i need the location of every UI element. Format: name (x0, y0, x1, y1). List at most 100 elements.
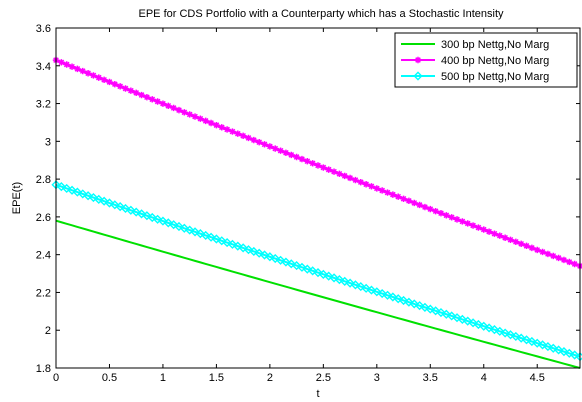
data-point (516, 333, 526, 343)
data-point (496, 232, 503, 239)
data-point (181, 109, 188, 116)
data-point (373, 185, 381, 192)
y-tick-label: 2 (45, 325, 51, 337)
data-point (528, 244, 536, 252)
data-point (153, 214, 163, 224)
data-point (330, 168, 338, 175)
data-point (233, 241, 243, 251)
data-point (511, 331, 521, 342)
data-point (127, 87, 135, 94)
data-point (453, 216, 461, 223)
data-point (464, 220, 471, 227)
data-point (548, 343, 558, 353)
data-point (288, 151, 295, 159)
data-point (265, 252, 275, 262)
data-point (507, 236, 514, 243)
data-point (185, 225, 195, 235)
data-point (159, 100, 167, 107)
data-point (366, 285, 377, 295)
data-point (539, 248, 546, 256)
data-point (523, 242, 530, 250)
series-2 (52, 56, 582, 270)
data-point (361, 283, 371, 293)
data-point (68, 63, 76, 70)
x-tick-label: 0 (53, 372, 59, 384)
data-point (131, 207, 141, 217)
data-point (334, 275, 344, 285)
data-point (384, 189, 391, 196)
data-point (218, 124, 225, 131)
y-tick-label: 3 (45, 136, 51, 148)
data-point (245, 134, 252, 142)
y-tick-label: 3.6 (36, 23, 51, 35)
data-point (304, 158, 311, 165)
legend-label: 500 bp Nettg,No Marg (441, 71, 549, 83)
data-point (79, 67, 86, 75)
data-point (122, 85, 129, 92)
data-point (357, 178, 364, 186)
y-tick-label: 2.2 (36, 287, 51, 299)
data-point (116, 83, 124, 90)
data-point (521, 335, 532, 345)
data-point (255, 138, 263, 146)
data-point (302, 264, 312, 274)
data-point (432, 207, 439, 215)
data-point (195, 229, 205, 239)
data-point (543, 341, 553, 352)
data-point (475, 224, 482, 231)
data-point (186, 111, 193, 118)
data-point (191, 113, 199, 120)
data-point (389, 191, 397, 198)
data-point (489, 325, 500, 335)
data-point (147, 212, 157, 223)
data-point (468, 318, 478, 328)
data-point (436, 307, 446, 318)
data-point (206, 232, 216, 242)
data-point (505, 330, 516, 340)
data-point (100, 76, 108, 84)
data-point (249, 246, 259, 257)
legend-marker (414, 56, 422, 64)
data-point (564, 348, 574, 358)
data-point (415, 301, 425, 311)
data-point (238, 243, 248, 253)
data-point (372, 287, 382, 297)
data-point (78, 189, 88, 199)
data-point (491, 230, 498, 237)
data-point (90, 72, 97, 79)
data-point (463, 316, 473, 326)
x-tick-label: 2 (267, 372, 273, 384)
data-point (95, 74, 102, 81)
y-tick-label: 1.8 (36, 363, 51, 375)
data-point (443, 212, 450, 219)
data-point (62, 183, 72, 194)
data-point (63, 61, 70, 68)
data-point (250, 136, 258, 144)
data-point (286, 259, 296, 269)
data-point (469, 222, 477, 229)
y-tick-label: 2.8 (36, 174, 51, 186)
data-point (190, 227, 200, 237)
x-tick-label: 1.5 (209, 372, 224, 384)
data-point (473, 319, 483, 330)
data-point (282, 149, 290, 156)
x-tick-label: 2.5 (316, 372, 331, 384)
legend-label: 300 bp Nettg,No Marg (441, 39, 549, 51)
legend-label: 400 bp Nettg,No Marg (441, 55, 549, 67)
data-point (293, 153, 300, 161)
data-point (544, 250, 552, 258)
data-point (213, 121, 220, 129)
data-point (356, 282, 366, 292)
data-point (441, 309, 451, 319)
data-point (421, 203, 429, 211)
data-point (202, 117, 209, 125)
data-point (398, 295, 409, 306)
data-point (111, 80, 119, 88)
data-point (484, 323, 494, 333)
data-point (106, 78, 113, 86)
data-point (201, 230, 211, 241)
data-point (346, 174, 354, 182)
data-point (227, 239, 238, 249)
data-point (99, 196, 109, 206)
data-point (500, 328, 510, 338)
